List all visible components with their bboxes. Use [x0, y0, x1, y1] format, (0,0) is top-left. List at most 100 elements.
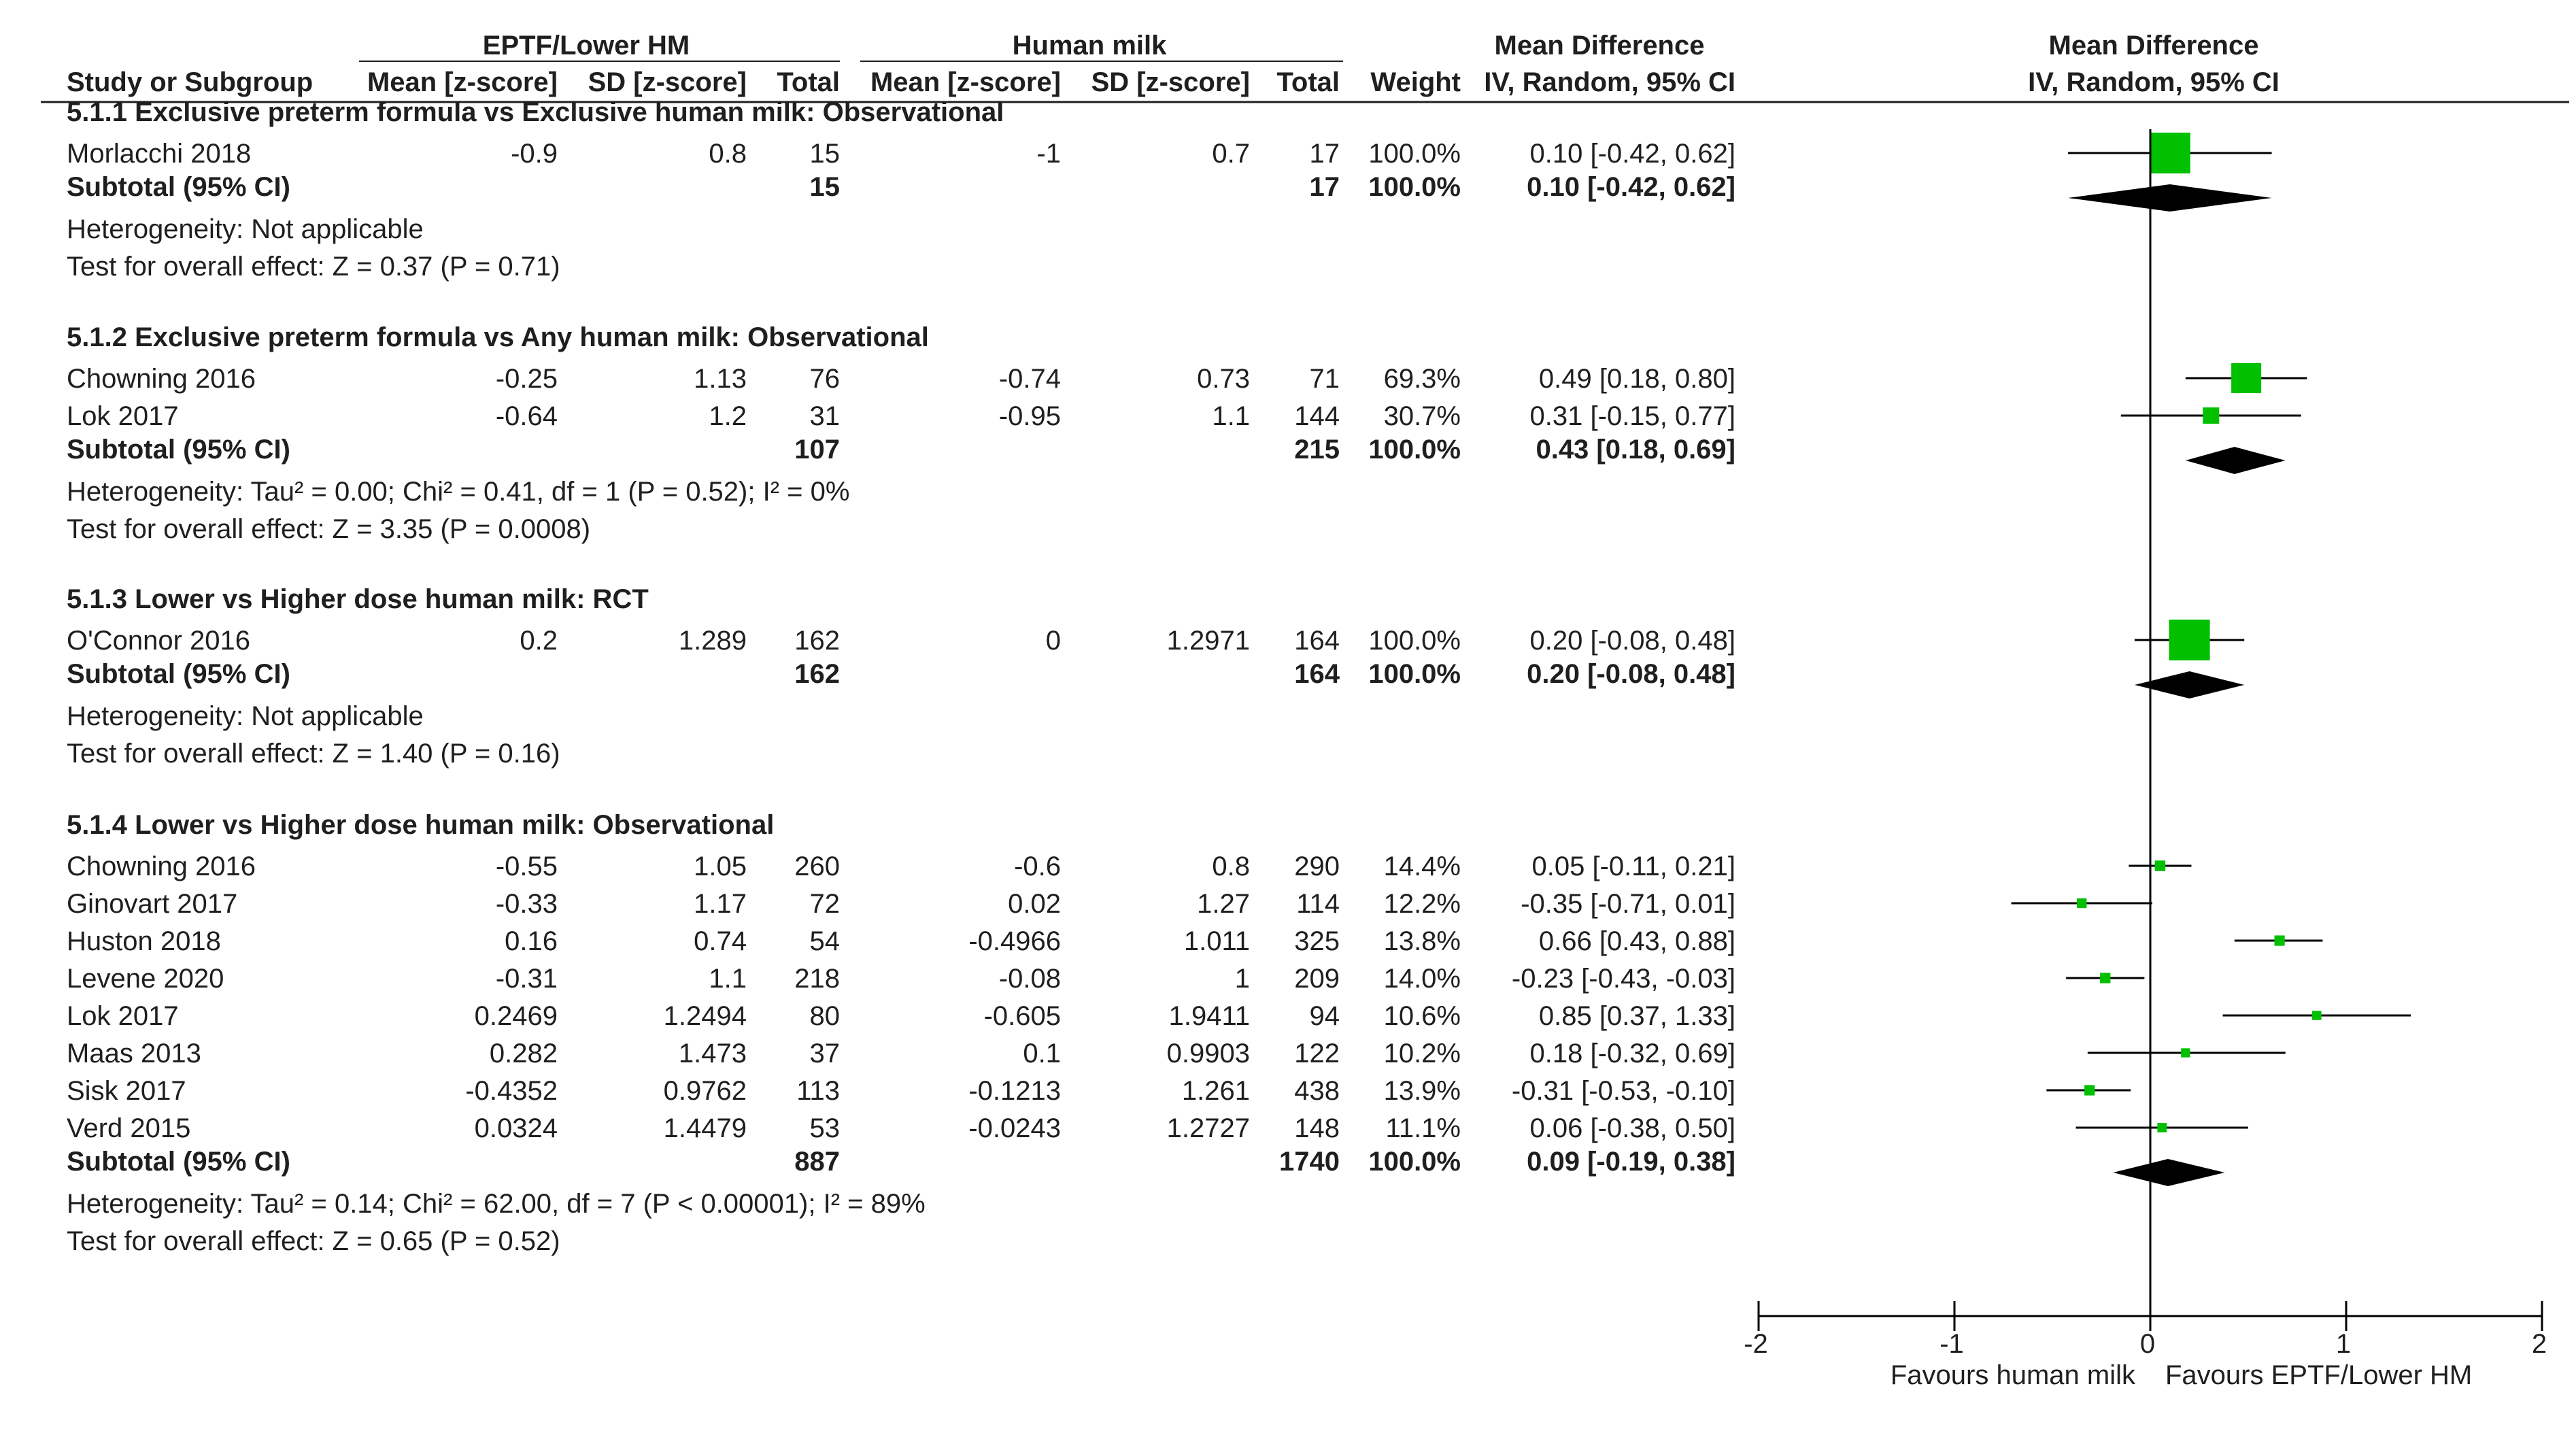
study-sd-c: 1.1	[1212, 401, 1250, 431]
header-ci: IV, Random, 95% CI	[1484, 67, 1735, 97]
x-tick-label: 2	[2532, 1329, 2547, 1359]
study-name: O'Connor 2016	[67, 626, 250, 656]
study-weight: 30.7%	[1384, 401, 1461, 431]
study-total-c: 114	[1296, 889, 1340, 919]
study-sd-e: 1.2494	[664, 1001, 747, 1031]
subtotal-total-c: 1740	[1279, 1147, 1340, 1177]
study-ci: 0.05 [-0.11, 0.21]	[1532, 852, 1735, 881]
study-weight: 13.8%	[1384, 926, 1461, 956]
subgroup-title: 5.1.4 Lower vs Higher dose human milk: O…	[67, 810, 774, 840]
study-sd-e: 0.74	[694, 926, 747, 956]
header-total-c: Total	[1276, 67, 1340, 97]
header-study: Study or Subgroup	[67, 67, 313, 97]
study-name: Levene 2020	[67, 964, 224, 994]
study-ci: 0.31 [-0.15, 0.77]	[1530, 401, 1735, 431]
study-weight: 14.0%	[1384, 964, 1461, 994]
study-name: Sisk 2017	[67, 1076, 186, 1106]
study-mean-e: -0.4352	[465, 1076, 558, 1106]
subtotal-diamond	[2185, 447, 2286, 474]
subtotal-weight: 100.0%	[1368, 659, 1461, 689]
study-effect-square	[2169, 620, 2210, 660]
study-weight: 100.0%	[1368, 626, 1461, 656]
study-weight: 69.3%	[1384, 364, 1461, 394]
x-tick-label: -1	[1939, 1329, 1964, 1359]
header-eptf-group: EPTF/Lower HM	[483, 31, 690, 61]
header-total-e: Total	[777, 67, 840, 97]
study-total-e: 72	[810, 889, 841, 919]
study-sd-e: 1.473	[679, 1039, 747, 1068]
study-mean-e: -0.64	[496, 401, 558, 431]
study-total-e: 218	[794, 964, 840, 994]
study-name: Maas 2013	[67, 1039, 201, 1068]
study-mean-c: -1	[1036, 139, 1061, 169]
study-total-c: 325	[1294, 926, 1340, 956]
subtotal-weight: 100.0%	[1368, 172, 1461, 202]
subtotal-ci: 0.43 [0.18, 0.69]	[1536, 435, 1735, 465]
subgroup-title: 5.1.2 Exclusive preterm formula vs Any h…	[67, 322, 929, 352]
subtotal-total-e: 15	[810, 172, 841, 202]
subtotal-total-c: 17	[1310, 172, 1340, 202]
study-total-e: 54	[810, 926, 841, 956]
study-total-c: 17	[1310, 139, 1340, 169]
study-name: Verd 2015	[67, 1113, 190, 1143]
subtotal-total-e: 107	[794, 435, 840, 465]
study-mean-e: -0.25	[496, 364, 558, 394]
header-mean-difference-group: Mean Difference	[1495, 31, 1705, 61]
header-weight: Weight	[1370, 67, 1461, 97]
subgroup-title: 5.1.3 Lower vs Higher dose human milk: R…	[67, 584, 649, 614]
study-mean-e: -0.9	[511, 139, 558, 169]
subtotal-label: Subtotal (95% CI)	[67, 172, 290, 202]
study-effect-square	[2154, 860, 2166, 871]
subtotal-total-e: 162	[794, 659, 840, 689]
x-label-right: Favours EPTF/Lower HM	[2165, 1360, 2472, 1390]
study-total-c: 94	[1310, 1001, 1340, 1031]
study-weight: 12.2%	[1384, 889, 1461, 919]
study-mean-e: 0.2	[520, 626, 558, 656]
study-ci: 0.18 [-0.32, 0.69]	[1530, 1039, 1735, 1068]
study-sd-e: 1.4479	[664, 1113, 747, 1143]
study-total-c: 144	[1294, 401, 1340, 431]
study-total-c: 71	[1310, 364, 1340, 394]
study-mean-e: 0.282	[490, 1039, 558, 1068]
subtotal-total-e: 887	[794, 1147, 840, 1177]
study-ci: 0.49 [0.18, 0.80]	[1539, 364, 1735, 394]
study-effect-square	[2157, 1123, 2167, 1132]
study-ci: 0.20 [-0.08, 0.48]	[1530, 626, 1735, 656]
header-human-milk-group: Human milk	[1013, 31, 1167, 61]
study-effect-square	[2084, 1085, 2095, 1096]
study-effect-square	[2181, 1048, 2190, 1058]
study-effect-square	[2312, 1011, 2322, 1020]
subtotal-total-c: 215	[1294, 435, 1340, 465]
study-sd-c: 0.73	[1197, 364, 1250, 394]
study-total-e: 76	[810, 364, 841, 394]
study-sd-e: 1.1	[709, 964, 747, 994]
study-ci: 0.66 [0.43, 0.88]	[1539, 926, 1735, 956]
study-ci: -0.31 [-0.53, -0.10]	[1512, 1076, 1735, 1106]
study-sd-e: 0.9762	[664, 1076, 747, 1106]
study-mean-c: -0.08	[999, 964, 1061, 994]
study-total-e: 80	[810, 1001, 841, 1031]
study-mean-c: -0.605	[984, 1001, 1061, 1031]
study-total-c: 122	[1294, 1039, 1340, 1068]
table-body: 5.1.1 Exclusive preterm formula vs Exclu…	[67, 97, 1735, 1256]
subgroup-note: Heterogeneity: Not applicable	[67, 701, 424, 731]
header-mean-c: Mean [z-score]	[870, 67, 1061, 97]
study-weight: 11.1%	[1386, 1113, 1461, 1143]
study-total-c: 209	[1294, 964, 1340, 994]
study-name: Morlacchi 2018	[67, 139, 251, 169]
header-plot-subtitle: IV, Random, 95% CI	[2028, 67, 2280, 97]
x-axis: -2 -1 0 1 2 Favours human milk Favours EPTF/Lo…	[1744, 129, 2547, 1390]
plot-area	[2011, 133, 2411, 1186]
study-weight: 13.9%	[1384, 1076, 1461, 1106]
study-sd-c: 0.9903	[1167, 1039, 1250, 1068]
study-total-c: 438	[1294, 1076, 1340, 1106]
subtotal-label: Subtotal (95% CI)	[67, 1147, 290, 1177]
study-weight: 100.0%	[1368, 139, 1461, 169]
study-total-e: 53	[810, 1113, 841, 1143]
study-effect-square	[2274, 935, 2285, 946]
study-total-e: 37	[810, 1039, 841, 1068]
subtotal-diamond	[2134, 671, 2245, 698]
study-total-e: 162	[794, 626, 840, 656]
study-mean-c: -0.95	[999, 401, 1061, 431]
